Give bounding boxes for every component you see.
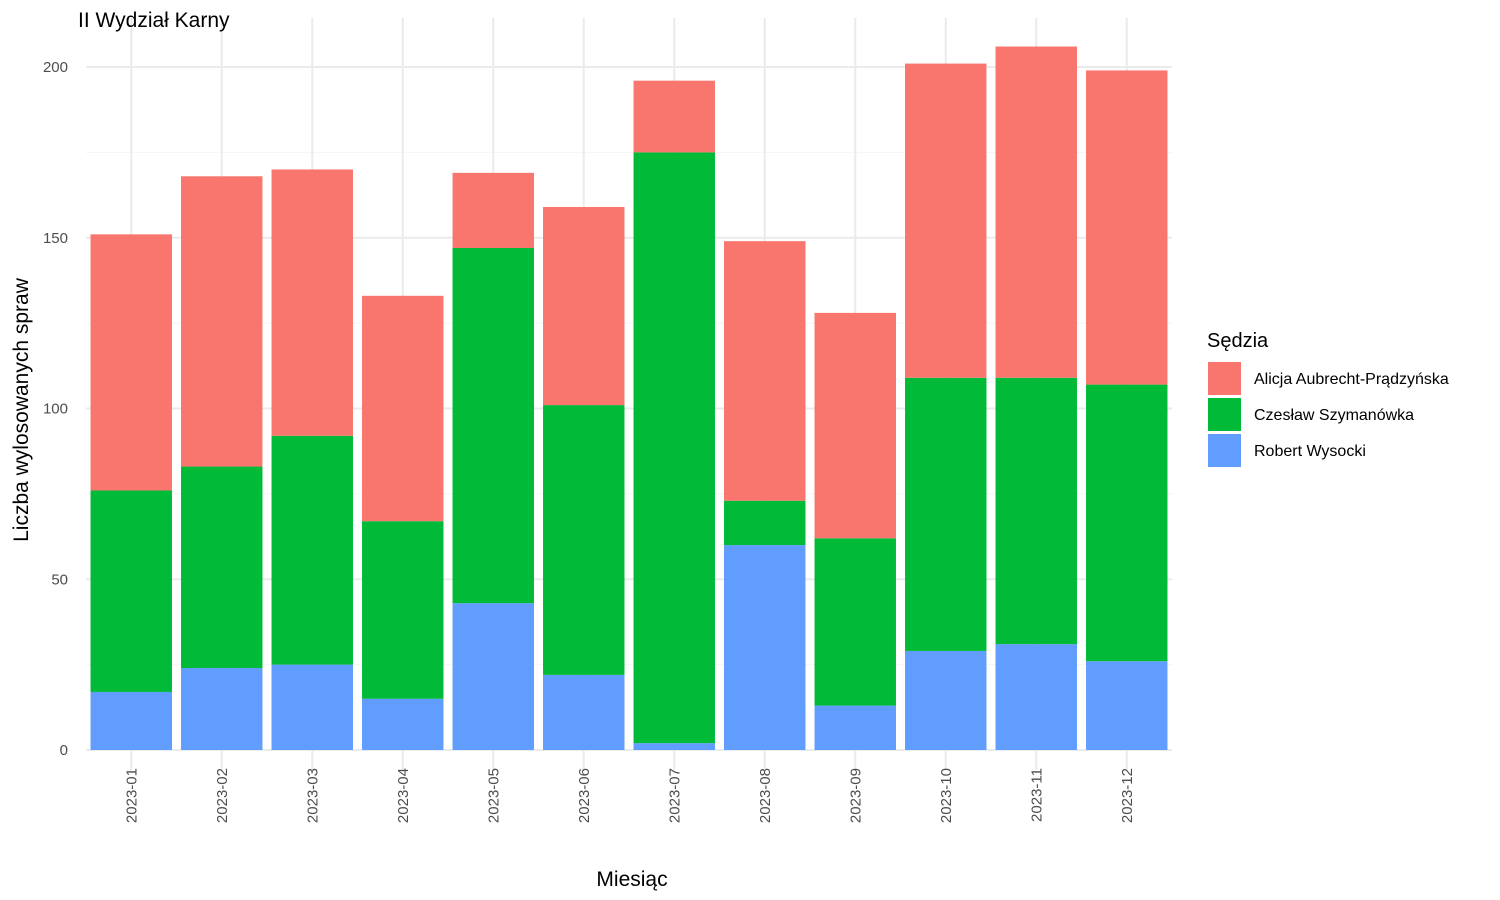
bar-segment-2023-09-1	[814, 538, 896, 706]
bar-segment-2023-05-0	[452, 603, 534, 750]
bar-segment-2023-12-2	[1086, 70, 1168, 385]
bar-segment-2023-01-0	[90, 691, 172, 750]
bar-segment-2023-12-1	[1086, 384, 1168, 662]
bar-segment-2023-03-2	[271, 169, 353, 436]
bar-segment-2023-01-2	[90, 234, 172, 491]
bar-segment-2023-08-2	[724, 241, 806, 501]
bar-segment-2023-12-0	[1086, 661, 1168, 750]
bar-segment-2023-05-1	[452, 247, 534, 604]
x-tick-label: 2023-11	[1028, 768, 1045, 822]
bar-segment-2023-10-0	[905, 650, 987, 750]
y-axis-ticks: 0 50 100 150 200	[43, 59, 68, 759]
x-tick-label: 2023-07	[666, 768, 683, 823]
bar-segment-2023-04-2	[362, 295, 444, 522]
bar-segment-2023-09-2	[814, 312, 896, 539]
legend-title: Sędzia	[1207, 330, 1269, 352]
bar-segment-2023-04-1	[362, 521, 444, 699]
bar-segment-2023-10-2	[905, 63, 987, 378]
bar-segment-2023-06-2	[543, 207, 625, 406]
x-tick-label: 2023-05	[485, 768, 502, 823]
bar-segment-2023-02-2	[181, 176, 263, 467]
y-tick-label: 0	[60, 742, 68, 759]
x-tick-label: 2023-10	[938, 768, 955, 823]
x-tick-label: 2023-06	[576, 768, 593, 823]
bar-segment-2023-06-0	[543, 674, 625, 750]
bar-segment-2023-07-0	[633, 743, 715, 750]
y-tick-label: 200	[43, 59, 68, 76]
x-tick-label: 2023-03	[304, 768, 321, 823]
x-axis-ticks: 2023-01 2023-02 2023-03 2023-04 2023-05 2023-…	[123, 768, 1136, 823]
x-tick-label: 2023-04	[395, 768, 412, 823]
legend-swatch	[1208, 434, 1241, 467]
bar-segment-2023-03-0	[271, 664, 353, 750]
legend-label: Robert Wysocki	[1254, 443, 1366, 460]
legend-swatch	[1208, 398, 1241, 431]
bar-segment-2023-08-1	[724, 500, 806, 546]
bar-segment-2023-02-0	[181, 668, 263, 750]
x-tick-label: 2023-02	[214, 768, 231, 823]
legend-swatch	[1208, 362, 1241, 395]
bar-segment-2023-08-0	[724, 545, 806, 750]
bar-segment-2023-11-2	[995, 46, 1077, 378]
bar-segment-2023-10-1	[905, 377, 987, 651]
x-tick-label: 2023-08	[757, 768, 774, 823]
bar-segment-2023-06-1	[543, 405, 625, 675]
bar-segment-2023-11-0	[995, 644, 1077, 750]
x-axis-title: Miesiąc	[596, 868, 667, 891]
y-tick-label: 50	[51, 571, 68, 588]
bar-segment-2023-04-0	[362, 698, 444, 750]
y-tick-label: 150	[43, 230, 68, 247]
bar-segment-2023-11-1	[995, 377, 1077, 645]
x-tick-label: 2023-12	[1119, 768, 1136, 823]
bar-segment-2023-03-1	[271, 435, 353, 665]
legend-label: Alicja Aubrecht-Prądzyńska	[1254, 371, 1449, 388]
bar-segment-2023-05-2	[452, 172, 534, 248]
bar-segment-2023-09-0	[814, 705, 896, 750]
bar-segment-2023-07-2	[633, 80, 715, 153]
chart-title: II Wydział Karny	[78, 9, 230, 32]
bars	[90, 46, 1168, 750]
legend-label: Czesław Szymanówka	[1254, 407, 1414, 424]
x-tick-label: 2023-01	[123, 768, 140, 823]
bar-segment-2023-02-1	[181, 466, 263, 669]
legend: Sędzia Alicja Aubrecht-Prądzyńska Czesław…	[1207, 330, 1449, 467]
bar-segment-2023-07-1	[633, 152, 715, 744]
bar-segment-2023-01-1	[90, 490, 172, 692]
y-tick-label: 100	[43, 401, 68, 418]
y-axis-title: Liczba wylosowanych spraw	[10, 277, 33, 542]
x-tick-label: 2023-09	[847, 768, 864, 823]
